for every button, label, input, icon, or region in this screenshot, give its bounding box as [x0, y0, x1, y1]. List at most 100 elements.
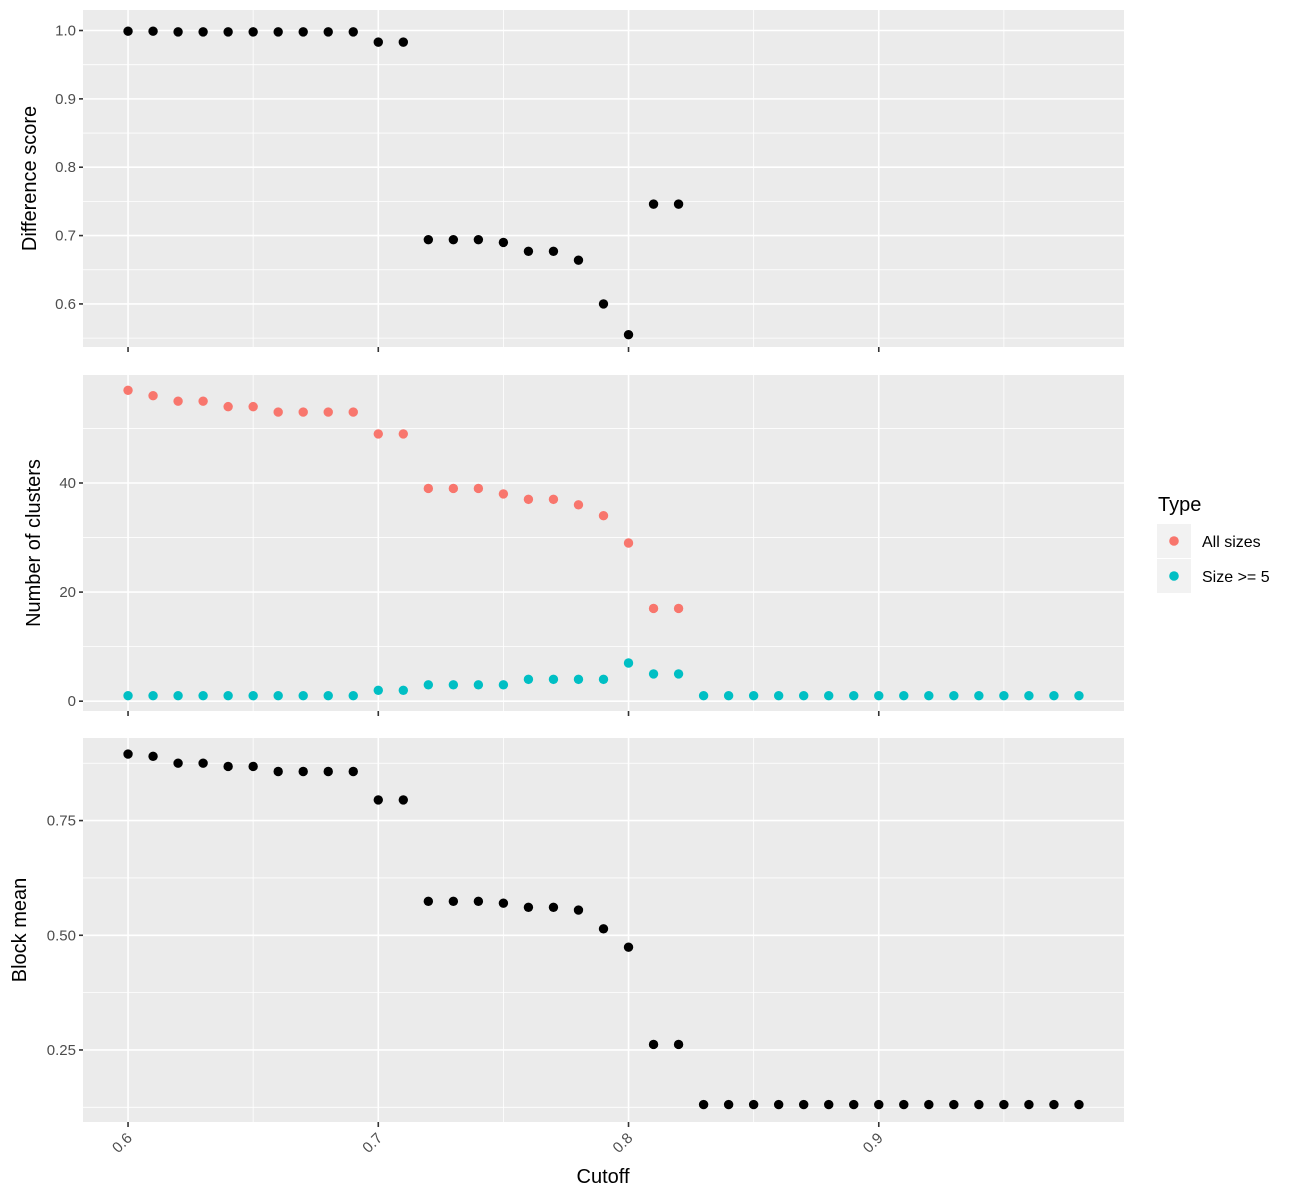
- data-point: [623, 658, 634, 668]
- data-point: [874, 691, 884, 701]
- y-tick-label: 0.8: [55, 159, 76, 176]
- legend-swatch-all-sizes: [1169, 536, 1179, 546]
- data-point: [673, 603, 684, 614]
- data-point: [723, 1099, 734, 1110]
- data-point: [598, 924, 609, 934]
- data-point: [748, 691, 759, 701]
- y-tick-label: 1.0: [55, 23, 76, 40]
- data-point: [573, 905, 584, 915]
- data-point: [448, 234, 459, 245]
- data-point: [348, 691, 358, 701]
- data-point: [398, 685, 409, 695]
- data-point: [974, 1099, 984, 1110]
- legend-title: Type: [1158, 494, 1201, 516]
- panel-2: 0 20 40 Number of clusters: [23, 375, 1124, 716]
- data-point: [198, 758, 208, 768]
- data-point: [924, 691, 934, 701]
- data-point: [999, 1099, 1009, 1110]
- data-point: [523, 902, 534, 912]
- data-point: [623, 538, 634, 548]
- data-point: [623, 942, 634, 952]
- legend: Type All sizes Size >= 5: [1157, 494, 1270, 593]
- data-point: [523, 494, 534, 505]
- data-point: [949, 691, 959, 701]
- data-point: [1024, 691, 1034, 701]
- data-point: [773, 691, 784, 701]
- data-point: [473, 234, 484, 245]
- data-point: [1049, 691, 1059, 701]
- data-point: [348, 766, 358, 777]
- data-point: [323, 691, 333, 701]
- data-point: [498, 489, 509, 499]
- data-point: [423, 896, 434, 907]
- data-point: [849, 691, 859, 701]
- data-point: [298, 691, 308, 701]
- data-point: [924, 1099, 934, 1110]
- data-point: [198, 27, 208, 37]
- data-point: [423, 483, 434, 494]
- data-point: [448, 483, 459, 494]
- y-axis-title: Number of clusters: [23, 459, 45, 627]
- data-point: [523, 246, 534, 257]
- data-point: [223, 27, 233, 37]
- data-point: [473, 680, 484, 690]
- data-point: [173, 27, 183, 37]
- data-point: [148, 26, 158, 36]
- panel-1: 0.6 0.7 0.8 0.9 1.0 Difference score: [19, 10, 1124, 352]
- data-point: [623, 329, 634, 340]
- y-tick-label: 0.75: [47, 813, 76, 830]
- legend-label-size-5: Size >= 5: [1202, 569, 1270, 586]
- data-point: [798, 1099, 809, 1110]
- data-point: [348, 407, 358, 417]
- data-point: [298, 766, 308, 777]
- data-point: [373, 37, 383, 47]
- data-point: [398, 37, 409, 47]
- data-point: [248, 401, 258, 412]
- data-point: [698, 691, 709, 701]
- data-point: [173, 758, 183, 768]
- data-point: [974, 691, 984, 701]
- data-point: [1074, 1099, 1084, 1110]
- data-point: [849, 1099, 859, 1110]
- data-point: [173, 691, 183, 701]
- data-point: [423, 234, 434, 245]
- y-tick-label: 20: [59, 584, 76, 601]
- panel-background: [83, 10, 1124, 347]
- data-point: [198, 691, 208, 701]
- x-tick-label: 0.6: [109, 1130, 136, 1157]
- data-point: [548, 902, 559, 912]
- data-point: [824, 1099, 834, 1110]
- x-tick-label: 0.7: [359, 1130, 386, 1157]
- data-point: [773, 1099, 784, 1110]
- data-point: [273, 27, 283, 37]
- data-point: [248, 761, 258, 772]
- data-point: [573, 255, 584, 265]
- data-point: [899, 691, 909, 701]
- panel-background: [83, 375, 1124, 711]
- data-point: [223, 691, 233, 701]
- chart-panels: 0.6 0.7 0.8 0.9 1.0 Difference score 0 20 40 Numb…: [9, 10, 1124, 1157]
- data-point: [698, 1099, 709, 1110]
- data-point: [373, 429, 383, 439]
- data-point: [398, 429, 409, 439]
- data-point: [548, 674, 559, 685]
- data-point: [448, 680, 459, 690]
- data-point: [648, 1039, 659, 1050]
- data-point: [173, 396, 183, 406]
- data-point: [323, 27, 333, 37]
- data-point: [798, 691, 809, 701]
- y-tick-label: 0: [68, 693, 76, 710]
- data-point: [598, 511, 609, 521]
- data-point: [323, 407, 333, 417]
- data-point: [298, 407, 308, 417]
- y-axis-title: Difference score: [19, 106, 41, 251]
- legend-label-all-sizes: All sizes: [1202, 534, 1261, 551]
- legend-swatch-size-5: [1169, 571, 1179, 581]
- y-tick-label: 40: [59, 475, 76, 492]
- data-point: [148, 391, 158, 401]
- data-point: [673, 669, 684, 679]
- data-point: [498, 898, 509, 908]
- data-point: [373, 795, 383, 805]
- data-point: [473, 483, 484, 494]
